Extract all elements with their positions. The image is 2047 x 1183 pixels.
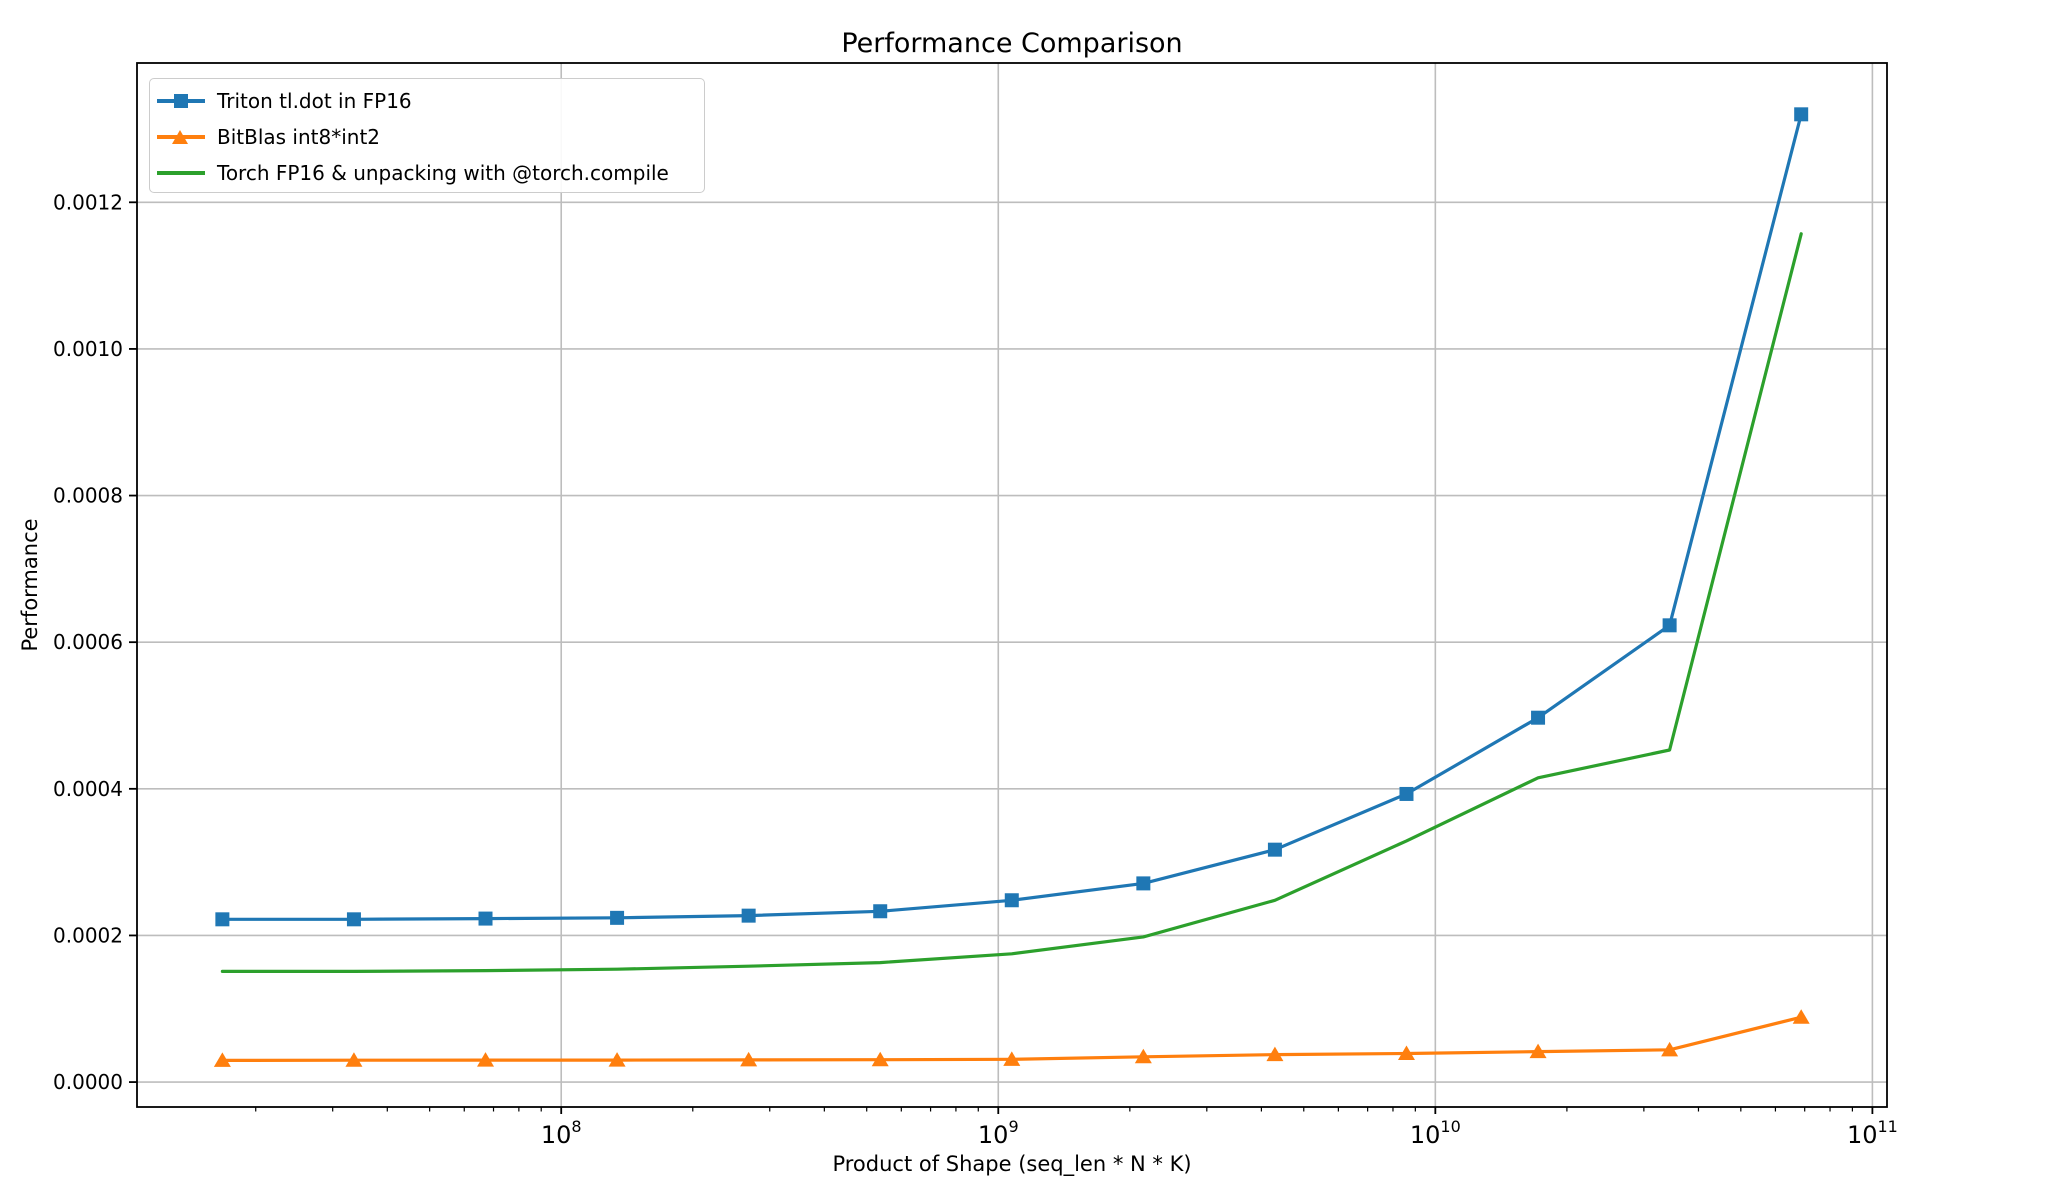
- y-tick-label: 0.0008: [53, 484, 123, 508]
- data-point-square: [1136, 876, 1151, 891]
- legend-item-label: Triton tl.dot in FP16: [217, 89, 412, 113]
- legend-triangle-marker-icon: [157, 127, 205, 147]
- x-tick-base: 10: [1410, 1121, 1441, 1149]
- data-point-triangle: [213, 1052, 231, 1067]
- data-point-triangle: [871, 1051, 889, 1067]
- data-point-square: [215, 912, 230, 927]
- data-point-triangle: [345, 1052, 363, 1067]
- data-point-square: [1794, 107, 1809, 122]
- data-point-triangle: [1134, 1048, 1152, 1064]
- legend-item: BitBlas int8*int2: [157, 119, 704, 155]
- square-marker-icon: [174, 94, 188, 108]
- data-point-triangle: [1266, 1046, 1284, 1062]
- axes-frame: [136, 62, 1888, 1108]
- legend-item: Triton tl.dot in FP16: [157, 83, 704, 119]
- x-tick-exponent: 9: [1008, 1117, 1018, 1136]
- data-point-triangle: [477, 1052, 495, 1067]
- data-point-triangle: [740, 1051, 758, 1067]
- data-point-square: [478, 911, 493, 926]
- data-point-square: [1531, 710, 1546, 725]
- x-tick-label: 1011: [1847, 1117, 1898, 1149]
- legend-item-label: BitBlas int8*int2: [217, 125, 381, 149]
- data-point-triangle: [608, 1052, 626, 1067]
- plot-border: [136, 62, 1888, 1108]
- data-point-triangle: [1661, 1041, 1679, 1057]
- data-point-square: [741, 908, 756, 923]
- axis-ticks: 0.0000 0.0002 0.0004 0.0006 0.0008 0.0010 0.00…: [53, 190, 1898, 1149]
- y-tick-label: 0.0000: [53, 1070, 123, 1094]
- data-point-triangle: [1529, 1043, 1547, 1059]
- x-tick-exponent: 8: [571, 1117, 581, 1136]
- legend-item: Torch FP16 & unpacking with @torch.compi…: [157, 155, 704, 191]
- data-point-square: [1399, 786, 1414, 801]
- triangle-marker-icon: [172, 130, 188, 144]
- data-point-triangle: [1792, 1009, 1810, 1024]
- legend-line-icon: [157, 171, 205, 175]
- legend-square-marker-icon: [157, 91, 205, 111]
- x-tick-base: 10: [1847, 1121, 1878, 1149]
- data-point-square: [1004, 893, 1019, 908]
- data-point-square: [873, 904, 888, 919]
- y-tick-label: 0.0012: [53, 190, 123, 214]
- y-tick-label: 0.0010: [53, 337, 123, 361]
- series-line-0: [220, 112, 1803, 921]
- data-point-triangle: [1397, 1045, 1415, 1060]
- data-point-square: [1662, 618, 1677, 633]
- x-tick-base: 10: [978, 1121, 1009, 1149]
- legend-line-marker-icon: [157, 163, 205, 183]
- y-tick-label: 0.0002: [53, 923, 123, 947]
- x-tick-label: 109: [978, 1117, 1019, 1149]
- x-tick-exponent: 10: [1440, 1117, 1460, 1136]
- y-axis-label: Performance: [18, 518, 42, 652]
- y-tick-label: 0.0004: [53, 777, 123, 801]
- data-point-square: [610, 910, 625, 925]
- data-point-square: [346, 912, 361, 927]
- x-tick-base: 10: [541, 1121, 572, 1149]
- x-tick-label: 108: [541, 1117, 582, 1149]
- legend: Triton tl.dot in FP16 BitBlas int8*int2 …: [149, 78, 705, 193]
- series-line-2: [220, 232, 1803, 974]
- data-point-triangle: [1003, 1051, 1021, 1066]
- x-axis-label: Product of Shape (seq_len * N * K): [832, 1152, 1192, 1176]
- y-tick-label: 0.0006: [53, 630, 123, 654]
- chart-title: Performance Comparison: [841, 28, 1183, 59]
- x-tick-label: 1010: [1410, 1117, 1461, 1149]
- series-group: [213, 107, 1810, 1067]
- data-point-square: [1267, 842, 1282, 857]
- x-tick-exponent: 11: [1877, 1117, 1897, 1136]
- legend-item-label: Torch FP16 & unpacking with @torch.compi…: [217, 161, 669, 185]
- gridlines: [137, 63, 1887, 1107]
